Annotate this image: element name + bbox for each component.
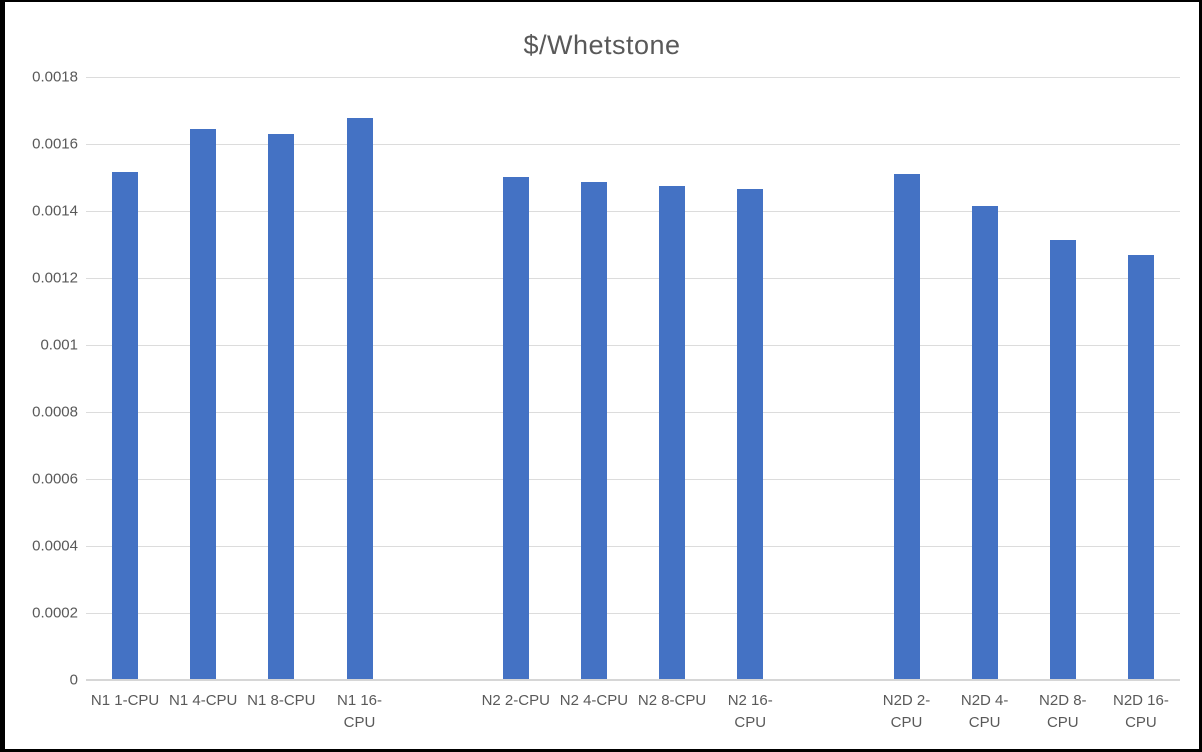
gridline (86, 77, 1180, 78)
y-tick-label: 0 (69, 671, 78, 689)
x-axis-label-line: N2 4-CPU (559, 692, 629, 709)
gridline (86, 412, 1180, 413)
x-axis-label: N2 4-CPU (549, 690, 639, 712)
gridline (86, 144, 1180, 145)
x-axis-label: N2D 2- CPU (862, 690, 952, 734)
bar-n2-8-cpu (659, 186, 686, 680)
x-axis-label-line: N2 2-CPU (481, 692, 550, 709)
x-axis-label-line: N2D 16- (1112, 692, 1169, 709)
x-axis-label: N2D 4- CPU (940, 690, 1030, 734)
x-axis-label-line: N2 8-CPU (637, 692, 707, 709)
y-tick-label: 0.0008 (32, 403, 78, 421)
gridline (86, 345, 1180, 346)
y-tick-label: 0.0014 (32, 202, 78, 220)
x-axis-label-line: N1 16- (336, 692, 383, 709)
bar-n1-1-cpu (112, 172, 139, 680)
y-tick-label: 0.0018 (32, 68, 78, 86)
y-tick-label: 0.0016 (32, 135, 78, 153)
bar-n2d-8-cpu (1049, 240, 1076, 680)
bar-n2-4-cpu (580, 181, 607, 680)
bar-n2d-4-cpu (971, 205, 998, 680)
gridline (86, 613, 1180, 614)
bar-n2d-16-cpu (1127, 254, 1154, 680)
x-axis-label-line: N1 8-CPU (247, 692, 316, 709)
gridline (86, 211, 1180, 212)
x-axis-label-line: N2D 8- (1039, 692, 1087, 709)
x-axis-label-line: CPU (1125, 714, 1157, 731)
gridline (86, 278, 1180, 279)
bar-n1-8-cpu (268, 133, 295, 680)
y-tick-label: 0.001 (40, 336, 78, 354)
plot-area: 0 0.0002 0.0004 0.0006 0.0008 0.001 0.0012 0.00… (32, 69, 1180, 731)
x-axis-label: N1 4-CPU (158, 690, 248, 712)
x-axis-label: N1 8-CPU (236, 690, 326, 712)
gridline (86, 479, 1180, 480)
x-axis-label-line: CPU (1046, 714, 1079, 731)
x-axis-label: N2 2-CPU (471, 690, 561, 712)
x-axis-label-line: CPU (734, 714, 767, 731)
x-axis-line (86, 679, 1180, 681)
y-tick-label: 0.0002 (32, 604, 78, 622)
x-axis-label: N1 16- CPU (315, 690, 405, 734)
x-axis-label: N2D 8- CPU (1018, 690, 1108, 734)
x-axis-label-line: N2D 4- (960, 692, 1009, 709)
chart-title: $/Whetstone (523, 30, 681, 60)
y-tick-label: 0.0004 (32, 537, 78, 555)
x-axis-label-line: N1 4-CPU (169, 692, 238, 709)
x-axis-label-line: CPU (343, 714, 376, 731)
x-axis-label-line: N1 1-CPU (90, 692, 160, 709)
y-tick-label: 0.0006 (32, 470, 78, 488)
x-axis-label-line: CPU (890, 714, 923, 731)
x-axis-label-line: N2D 2- (882, 692, 931, 709)
bar-n2-2-cpu (502, 176, 529, 680)
bar-n1-4-cpu (190, 128, 217, 680)
bar-n1-16-cpu (346, 118, 373, 680)
x-axis-label-line: N2 16- (727, 692, 773, 709)
x-axis-label: N1 1-CPU (80, 690, 170, 712)
gridline (86, 546, 1180, 547)
x-axis-label: N2D 16- CPU (1096, 690, 1186, 734)
bar-n2d-2-cpu (893, 174, 920, 680)
y-tick-label: 0.0012 (32, 269, 78, 287)
x-axis-label-line: CPU (968, 714, 1001, 731)
bar-n2-16-cpu (737, 188, 764, 680)
x-axis-label: N2 8-CPU (627, 690, 717, 712)
x-axis-label: N2 16- CPU (705, 690, 795, 734)
